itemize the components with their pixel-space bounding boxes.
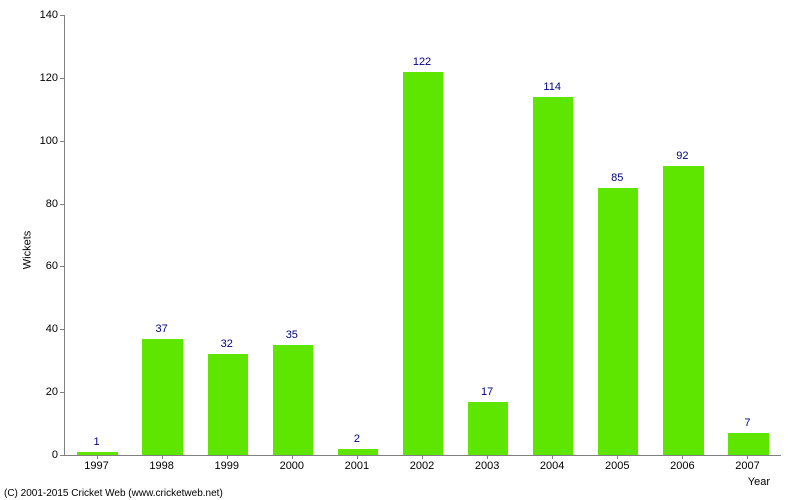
copyright-text: (C) 2001-2015 Cricket Web (www.cricketwe… xyxy=(4,488,223,499)
bar xyxy=(598,188,638,455)
bar-value-label: 2 xyxy=(354,433,360,445)
x-tick xyxy=(617,455,618,459)
x-tick-label: 1997 xyxy=(84,460,108,472)
bar xyxy=(533,97,573,455)
bar-value-label: 7 xyxy=(744,417,750,429)
y-tick xyxy=(60,392,64,393)
x-tick xyxy=(357,455,358,459)
bar xyxy=(142,339,182,455)
y-tick-label: 40 xyxy=(28,323,58,335)
x-tick xyxy=(552,455,553,459)
y-tick-label: 80 xyxy=(28,198,58,210)
x-tick-label: 2007 xyxy=(735,460,759,472)
x-tick xyxy=(682,455,683,459)
y-tick xyxy=(60,141,64,142)
y-tick xyxy=(60,15,64,16)
y-tick xyxy=(60,266,64,267)
bar xyxy=(77,452,117,455)
x-tick xyxy=(487,455,488,459)
bar-value-label: 35 xyxy=(286,329,298,341)
y-tick xyxy=(60,329,64,330)
x-tick-label: 2003 xyxy=(475,460,499,472)
bar xyxy=(663,166,703,455)
x-tick-label: 2001 xyxy=(345,460,369,472)
bar xyxy=(208,354,248,455)
bar-value-label: 92 xyxy=(676,150,688,162)
x-tick-label: 1999 xyxy=(214,460,238,472)
x-axis-label: Year xyxy=(748,476,770,488)
x-tick-label: 2004 xyxy=(540,460,564,472)
x-tick-label: 1998 xyxy=(149,460,173,472)
x-tick xyxy=(292,455,293,459)
bar xyxy=(728,433,768,455)
wickets-bar-chart: Wickets Year (C) 2001-2015 Cricket Web (… xyxy=(0,0,800,500)
bar-value-label: 32 xyxy=(221,338,233,350)
x-tick xyxy=(97,455,98,459)
bar-value-label: 85 xyxy=(611,172,623,184)
y-tick xyxy=(60,455,64,456)
y-tick-label: 120 xyxy=(28,72,58,84)
bar-value-label: 122 xyxy=(413,56,431,68)
bar xyxy=(403,72,443,455)
x-tick xyxy=(227,455,228,459)
x-tick-label: 2002 xyxy=(410,460,434,472)
y-tick-label: 140 xyxy=(28,9,58,21)
bar xyxy=(273,345,313,455)
y-tick xyxy=(60,204,64,205)
bar-value-label: 37 xyxy=(156,323,168,335)
bar-value-label: 17 xyxy=(481,386,493,398)
bar-value-label: 114 xyxy=(543,81,561,93)
y-tick-label: 100 xyxy=(28,135,58,147)
x-tick xyxy=(747,455,748,459)
y-tick-label: 60 xyxy=(28,260,58,272)
x-tick-label: 2006 xyxy=(670,460,694,472)
x-tick xyxy=(162,455,163,459)
x-tick-label: 2000 xyxy=(280,460,304,472)
x-tick-label: 2005 xyxy=(605,460,629,472)
y-tick xyxy=(60,78,64,79)
bar xyxy=(468,402,508,455)
x-tick xyxy=(422,455,423,459)
y-tick-label: 20 xyxy=(28,386,58,398)
y-tick-label: 0 xyxy=(28,449,58,461)
plot-area xyxy=(64,15,781,456)
bar-value-label: 1 xyxy=(93,436,99,448)
